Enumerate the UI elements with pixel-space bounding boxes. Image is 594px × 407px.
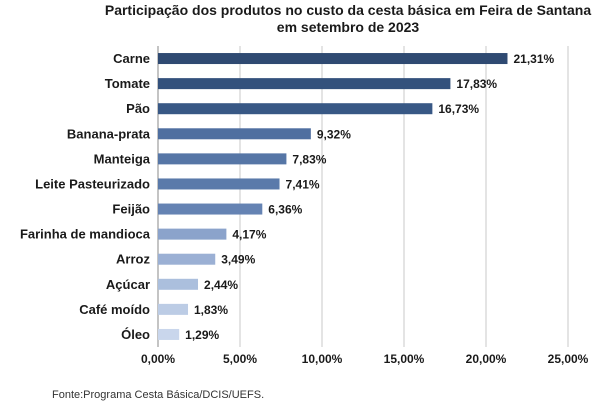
bar [158,203,263,215]
bar-chart: Carne Tomate Pão Banana-prata Manteiga Leite … [20,46,589,366]
bar [158,153,287,165]
value-label: 4,17% [232,228,266,242]
x-tick-label: 20,00% [466,352,507,366]
bar [158,253,216,265]
source-note: Fonte:Programa Cesta Básica/DCIS/UEFS. [52,389,265,401]
x-tick-label: 5,00% [223,352,257,366]
category-labels: Carne Tomate Pão Banana-prata Manteiga Leite … [20,51,151,342]
bar [158,178,280,190]
value-label: 7,41% [286,177,320,191]
category-label: Farinha de mandioca [20,227,151,242]
category-label: Óleo [121,327,150,342]
value-label: 16,73% [438,102,479,116]
value-labels: 21,31% 17,83% 16,73% 9,32% 7,83% 7,41% 6,36%4,… [185,52,554,342]
value-label: 9,32% [317,127,351,141]
x-tick-label: 15,00% [384,352,425,366]
category-label: Manteiga [94,151,151,166]
bar [158,278,199,290]
category-label: Café moído [79,302,150,317]
value-label: 6,36% [268,203,302,217]
bar [158,228,227,240]
chart-title-line-2: em setembro de 2023 [276,19,420,35]
x-tick-label: 25,00% [548,352,589,366]
category-label: Banana-prata [67,126,151,141]
category-label: Leite Pasteurizado [35,176,150,191]
bar [158,53,508,65]
category-label: Pão [126,101,150,116]
value-label: 21,31% [513,52,554,66]
chart-title-line-1: Participação dos produtos no custo da ce… [104,2,592,18]
category-label: Arroz [116,252,150,267]
category-label: Açúcar [106,277,150,292]
value-label: 2,44% [204,278,238,292]
value-label: 3,49% [221,253,255,267]
x-tick-labels: 0,00% 5,00% 10,00% 15,00% 20,00% 25,00% [141,352,589,366]
chart-title: Participação dos produtos no custo da ce… [92,2,594,36]
grid-lines [157,46,569,347]
value-label: 1,83% [194,303,228,317]
bar [158,103,433,115]
bar [158,128,311,140]
category-label: Tomate [105,76,150,91]
bar [158,78,451,90]
category-label: Feijão [112,202,150,217]
value-label: 7,83% [292,152,326,166]
value-label: 17,83% [456,77,497,91]
bar [158,328,180,340]
bar [158,303,189,315]
x-tick-label: 10,00% [302,352,343,366]
x-tick-label: 0,00% [141,352,175,366]
value-label: 1,29% [185,328,219,342]
bars [158,53,508,340]
category-label: Carne [113,51,150,66]
